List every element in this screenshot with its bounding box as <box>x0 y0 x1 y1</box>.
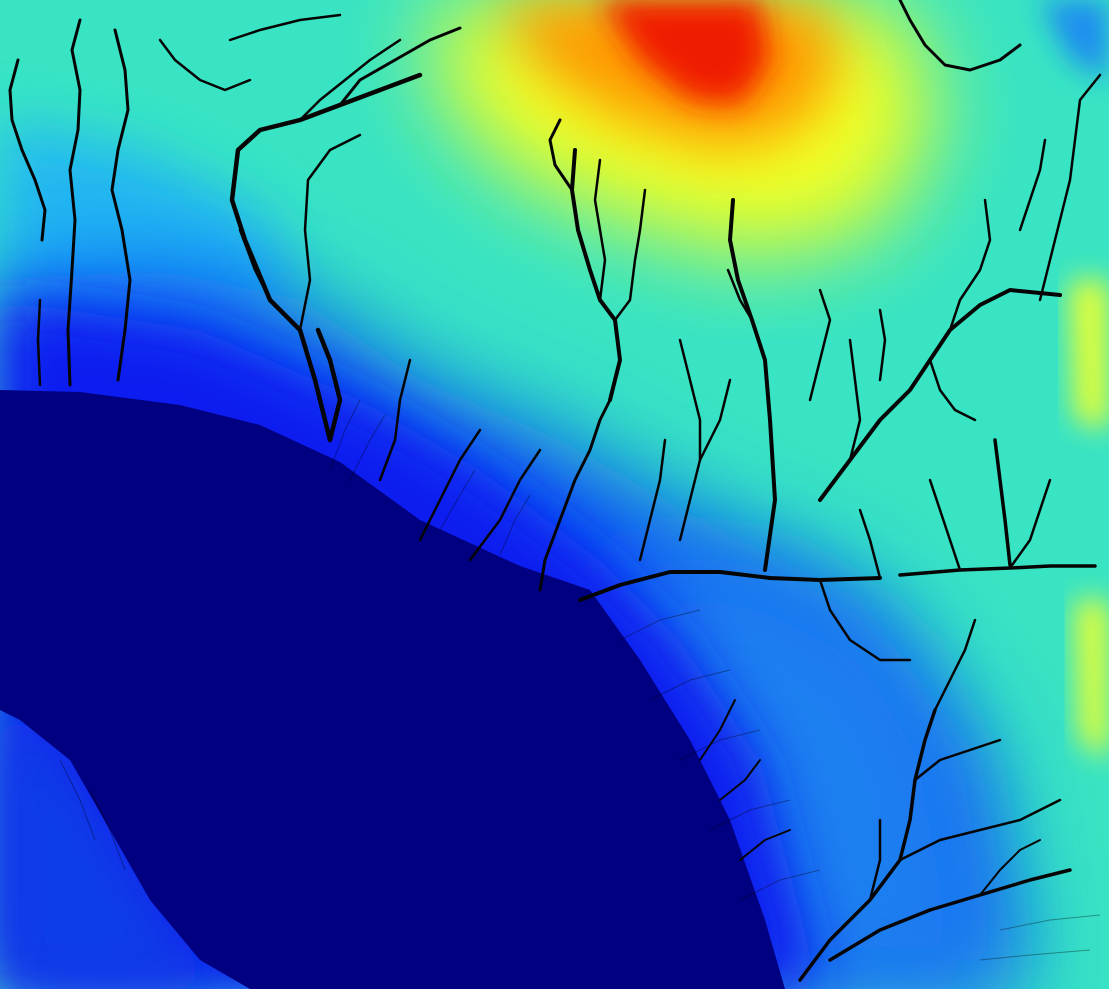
channel-stream <box>898 0 1022 72</box>
channel-stream <box>1018 138 1047 232</box>
slope-streak <box>89 789 126 871</box>
channel-outlet <box>699 699 736 761</box>
channel-stream <box>238 228 272 302</box>
channel-stream <box>858 508 882 580</box>
right-blue-slope <box>600 560 1000 989</box>
channel-trunk <box>728 198 777 572</box>
slope-streak <box>59 759 96 841</box>
channel-stream <box>593 158 607 302</box>
channel-trunk <box>993 438 1012 567</box>
channel-stream <box>338 26 462 107</box>
channel-stream <box>298 133 362 332</box>
channel-stream <box>878 308 887 382</box>
channel-stream <box>928 478 962 572</box>
channel-stream <box>110 28 132 382</box>
channel-stream <box>913 738 1002 782</box>
slope-streak <box>709 799 791 831</box>
slope-streak <box>999 914 1101 931</box>
channel-stream <box>898 798 1062 862</box>
channel-stream <box>228 13 342 42</box>
channel-stream <box>8 58 47 242</box>
slope-streak <box>649 669 731 701</box>
channel-stream <box>698 378 732 462</box>
channel-stream <box>848 338 862 462</box>
red-peak <box>600 0 770 105</box>
channel-stream <box>808 288 832 402</box>
channel-stream <box>868 818 882 902</box>
slope-streak <box>439 469 476 531</box>
channel-trunk <box>315 327 343 443</box>
channel-trunk <box>798 708 937 982</box>
channel-stream <box>298 38 402 122</box>
channel-stream <box>378 358 412 482</box>
channel-stream <box>468 448 542 562</box>
channel-stream <box>818 578 912 662</box>
slope-streak <box>329 399 361 471</box>
channel-trunk <box>570 148 622 402</box>
channel-stream <box>66 18 82 387</box>
channel-stream <box>933 618 977 712</box>
right-edge-yellow-lower <box>1075 600 1109 760</box>
channel-stream <box>928 358 977 422</box>
slope-streak <box>979 949 1091 961</box>
drainage-network <box>8 0 1102 982</box>
lowland-basin <box>0 390 785 989</box>
channel-stream <box>418 428 482 542</box>
channel-stream <box>158 38 252 92</box>
channel-stream <box>613 188 647 322</box>
channel-stream <box>1038 73 1102 302</box>
slope-streak <box>619 609 701 641</box>
channel-stream <box>538 398 612 592</box>
slope-streak <box>499 494 531 556</box>
channel-stream <box>948 198 992 332</box>
channel-outlet <box>739 829 791 861</box>
channel-stream <box>36 298 42 387</box>
channel-stream <box>678 338 702 542</box>
slope-streak <box>739 869 821 901</box>
channel-stream <box>548 118 574 192</box>
channel-stream <box>1008 478 1052 570</box>
channel-stream <box>638 438 667 562</box>
right-edge-yellow-upper <box>1070 280 1109 430</box>
hillslope-texture <box>59 399 1101 961</box>
slope-streak <box>349 414 386 481</box>
slope-streak <box>679 729 761 761</box>
channel-outlet <box>719 759 761 801</box>
channel-stream <box>726 268 754 322</box>
channel-trunk <box>828 868 1072 962</box>
channel-stream <box>979 839 1041 896</box>
top-right-blue-corner <box>1040 0 1109 80</box>
channel-trunk <box>229 72 423 443</box>
